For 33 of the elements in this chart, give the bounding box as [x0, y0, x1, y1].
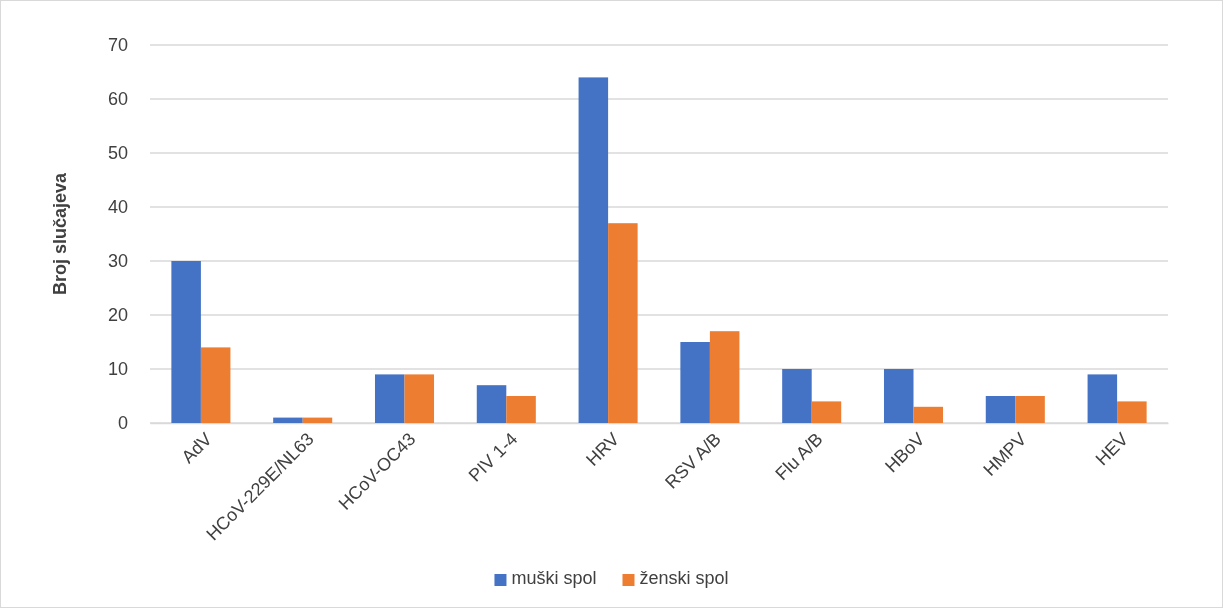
bar	[374, 374, 405, 423]
bar	[171, 261, 201, 423]
bar	[608, 223, 638, 423]
bar	[913, 406, 944, 423]
bar	[476, 385, 507, 423]
bar	[1015, 396, 1045, 423]
y-tick-label: 30	[107, 251, 128, 272]
bar	[782, 369, 812, 423]
y-tick-label: 70	[107, 35, 128, 56]
bar	[709, 331, 740, 423]
legend-label: ženski spol	[639, 568, 729, 588]
y-tick-label: 50	[107, 143, 128, 164]
bar	[1087, 374, 1118, 423]
bar	[985, 396, 1016, 423]
x-tick-label: Flu A/B	[771, 428, 827, 485]
y-tick-label: 40	[107, 197, 128, 218]
x-tick-label: PIV 1-4	[464, 428, 522, 486]
legend-label: muški spol	[511, 568, 597, 588]
y-axis-title: Broj slučajeva	[50, 171, 70, 296]
bar	[680, 342, 710, 423]
y-tick-label: 0	[117, 413, 128, 434]
y-tick-label: 20	[107, 305, 128, 326]
bar	[811, 401, 842, 423]
bar	[506, 396, 536, 423]
bar	[883, 369, 914, 423]
bar	[1117, 401, 1147, 423]
bar	[200, 347, 231, 423]
bar	[273, 417, 303, 423]
bar	[302, 417, 333, 423]
y-tick-label: 10	[107, 359, 128, 380]
bar	[404, 374, 435, 423]
bar	[578, 77, 609, 423]
y-tick-label: 60	[107, 89, 128, 110]
